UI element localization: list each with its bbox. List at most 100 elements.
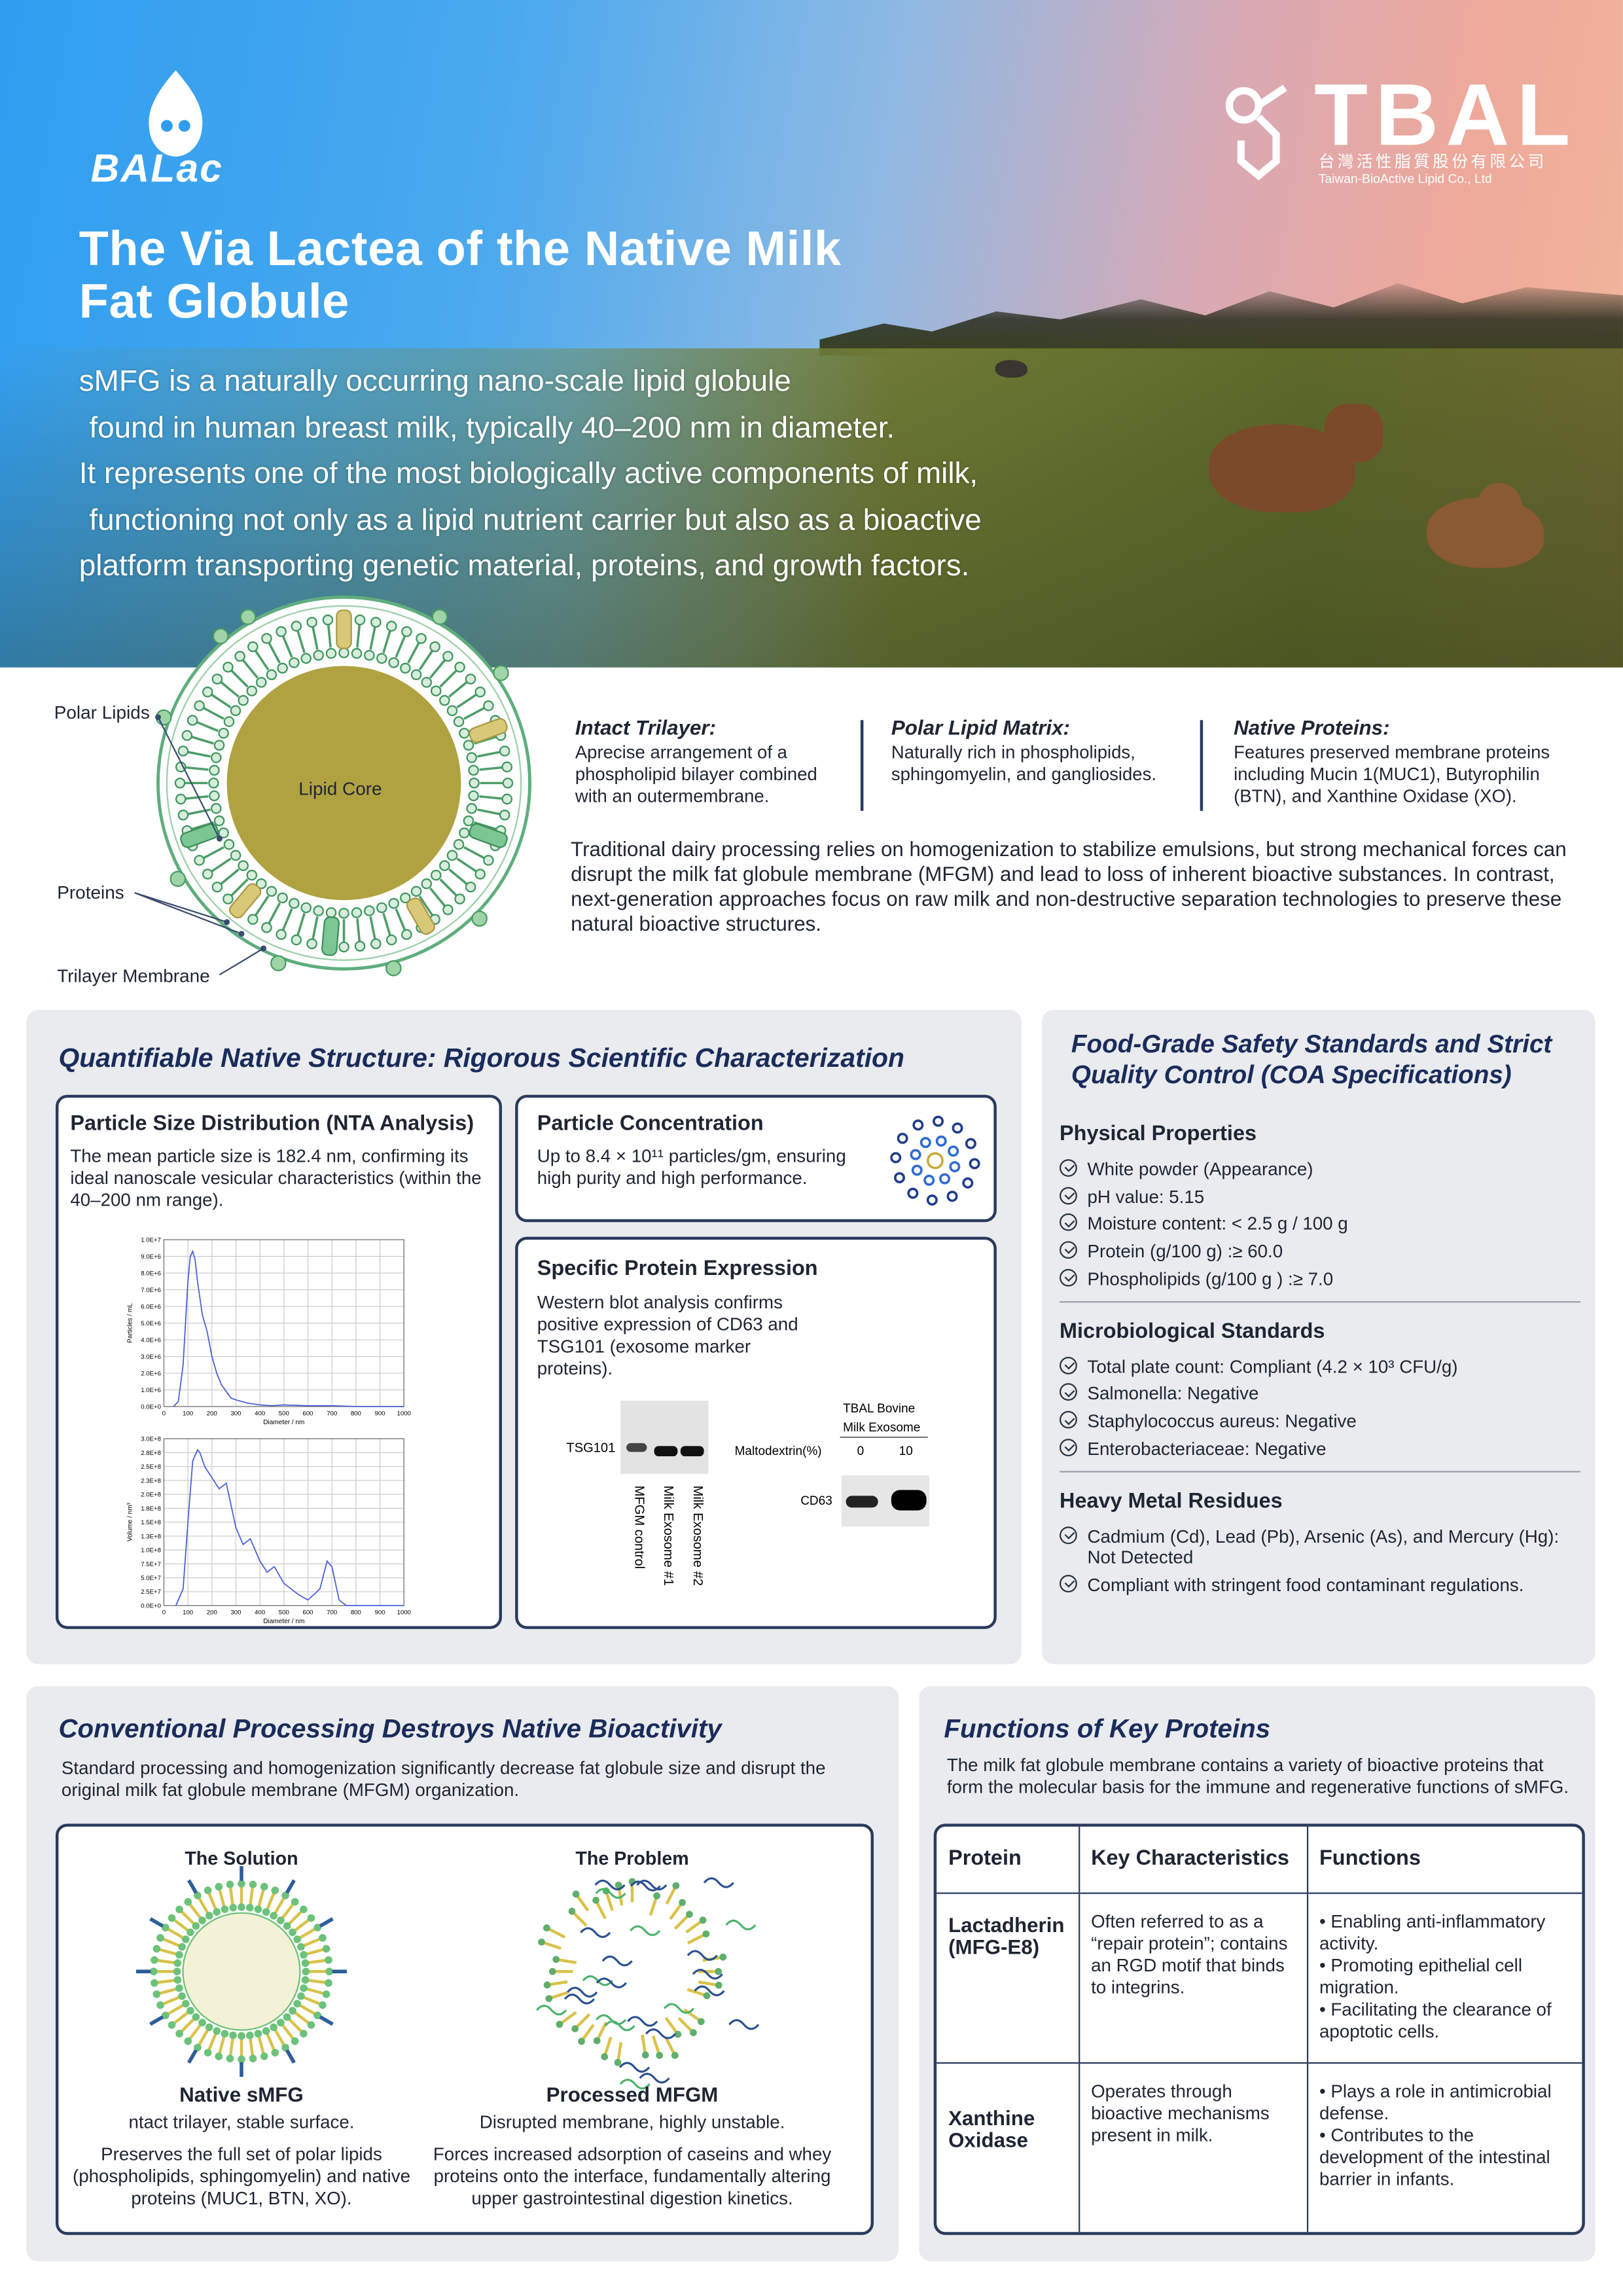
- lipid-head: [400, 892, 411, 904]
- lipid-head: [192, 1922, 200, 1930]
- lipid-head: [430, 685, 442, 696]
- lipid-tail: [249, 1887, 255, 1905]
- lipid-tail: [249, 2037, 255, 2056]
- casein-strand: [627, 2016, 658, 2027]
- lipid-tail: [268, 902, 281, 925]
- lipid-tail: [188, 2024, 202, 2040]
- membrane-protein: [228, 883, 262, 919]
- exosome-dot: [948, 1145, 959, 1157]
- lipid-head: [266, 886, 277, 897]
- casein-strand: [728, 2019, 760, 2030]
- lipid-tail: [673, 1915, 688, 1930]
- balac-drop: [149, 70, 203, 157]
- glycan: [431, 609, 448, 625]
- membrane-protein: [469, 718, 508, 744]
- nta-card: Particle Size Distribution (NTA Analysis…: [55, 1094, 503, 1629]
- leader-line: [134, 892, 242, 935]
- functions-table-card: Protein Key Characteristics Functions La…: [933, 1823, 1585, 2235]
- lipid-head: [300, 902, 312, 914]
- x-tick-label: 700: [327, 1410, 337, 1417]
- lipid-tail: [479, 766, 503, 771]
- qc-item: Phospholipids (g/100 g ) :≥ 7.0: [1060, 1268, 1580, 1289]
- lipid-tail: [677, 2017, 692, 2032]
- lipid-tail: [185, 795, 209, 800]
- lipid-head: [614, 2058, 622, 2066]
- y-tick-label: 2.5E+8: [141, 1463, 161, 1471]
- separator: [1060, 1470, 1581, 1473]
- table-row: Xanthine Oxidase Operates through bioacti…: [936, 2061, 1582, 2233]
- lipid-head: [291, 620, 302, 632]
- lipid-head: [175, 1984, 183, 1992]
- glycan: [385, 960, 402, 977]
- x-axis-label: Diameter / nm: [263, 1419, 304, 1426]
- casein-strand: [694, 1985, 725, 1996]
- lipid-head: [202, 686, 213, 698]
- y-tick-label: 6.0E+6: [141, 1303, 161, 1310]
- balac-icon: [149, 70, 203, 157]
- lipid-head: [238, 2032, 245, 2040]
- lipid-tail: [202, 846, 224, 859]
- lipid-head: [325, 1956, 332, 1964]
- lipid-head: [571, 2025, 579, 2032]
- lipid-tail: [406, 641, 420, 664]
- lipid-tail: [173, 1918, 189, 1932]
- casein-strand: [567, 1986, 598, 1998]
- lipid-tail: [418, 895, 434, 917]
- feature-title: Polar Lipid Matrix:: [891, 715, 1070, 740]
- lipid-head: [221, 2030, 229, 2038]
- casein-strand: [595, 1888, 626, 1899]
- lipid-tail: [281, 908, 293, 931]
- lipid-head: [376, 902, 387, 914]
- lipid-tail: [665, 1888, 676, 1905]
- lipid-head: [300, 1905, 308, 1914]
- lipid-head: [221, 1905, 229, 1913]
- lipid-head: [715, 1967, 722, 1975]
- lipid-tail: [604, 2036, 613, 2054]
- lipid-head: [247, 641, 259, 653]
- lipid-head: [545, 1995, 553, 2002]
- lipid-head: [592, 1896, 599, 1904]
- lipid-head: [152, 1945, 161, 1953]
- lipid-head: [325, 1967, 333, 1976]
- lipid-head: [246, 1903, 254, 1912]
- lipid-tail: [685, 1920, 702, 1933]
- x-tick-label: 500: [279, 1410, 289, 1417]
- lipid-head: [459, 827, 470, 838]
- qc-item: Compliant with stringent food contaminan…: [1060, 1574, 1580, 1594]
- lipid-head: [338, 908, 349, 919]
- lipid-tail: [281, 635, 293, 658]
- lipid-tail: [303, 1937, 321, 1947]
- feature-text: Naturally rich in phospholipids, sphingo…: [891, 742, 1157, 785]
- lipid-head: [468, 790, 479, 802]
- tbal-icon: [1225, 84, 1287, 181]
- lipid-head: [168, 2021, 176, 2029]
- lipid-head: [370, 617, 382, 628]
- lipid-tail: [190, 735, 215, 745]
- casein-strand: [725, 1919, 757, 1931]
- label-polar-lipids: Polar Lipids: [54, 702, 150, 723]
- exosome-dot: [952, 1122, 963, 1134]
- lipid-tail: [274, 1897, 285, 1914]
- lipid-head: [401, 929, 412, 941]
- lipid-head: [187, 1928, 194, 1937]
- lipid-head: [307, 2021, 315, 2029]
- lipid-tail: [582, 2024, 595, 2040]
- lipid-tail: [651, 2035, 660, 2053]
- card-text: The mean particle size is 182.4 nm, conf…: [70, 1145, 482, 1211]
- lipid-tail: [649, 1898, 658, 1916]
- casein-strand: [596, 2014, 627, 2026]
- lipid-tail: [303, 1996, 321, 2005]
- blot-band: [846, 1496, 878, 1508]
- lipid-tail: [230, 878, 249, 897]
- lipid-head: [223, 893, 234, 905]
- panel-heading: The Solution: [185, 1847, 298, 1869]
- tbal-icon-shape: [1225, 84, 1287, 181]
- lipid-tail: [395, 908, 406, 931]
- lipid-head: [291, 1897, 299, 1906]
- lipid-head: [543, 1924, 550, 1931]
- intro-line: functioning not only as a lipid nutrient…: [89, 503, 982, 537]
- lipid-head: [211, 673, 223, 685]
- lipid-head: [446, 705, 458, 717]
- x-tick-label: 200: [207, 1609, 217, 1617]
- casein-strand: [687, 1950, 718, 1961]
